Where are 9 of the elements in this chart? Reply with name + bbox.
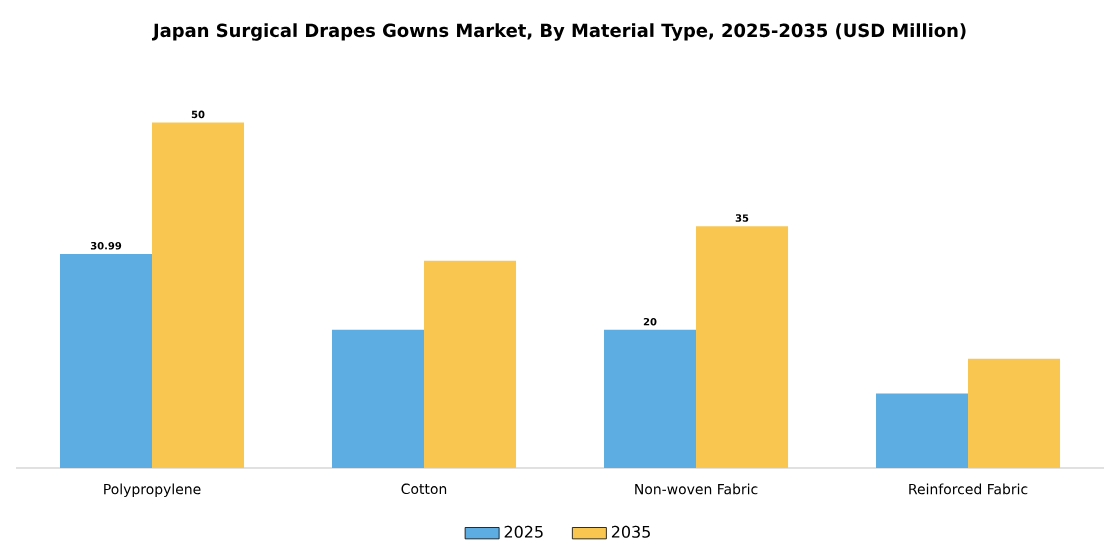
bar [60, 253, 153, 468]
bar [152, 122, 245, 468]
bar [876, 393, 969, 468]
bar [424, 260, 517, 468]
bar [696, 226, 789, 468]
bar [604, 329, 697, 468]
bar [968, 358, 1061, 468]
chart-title: Japan Surgical Drapes Gowns Market, By Material Type, 2025-2035 (USD Million) [151, 23, 966, 41]
bar [332, 329, 425, 468]
